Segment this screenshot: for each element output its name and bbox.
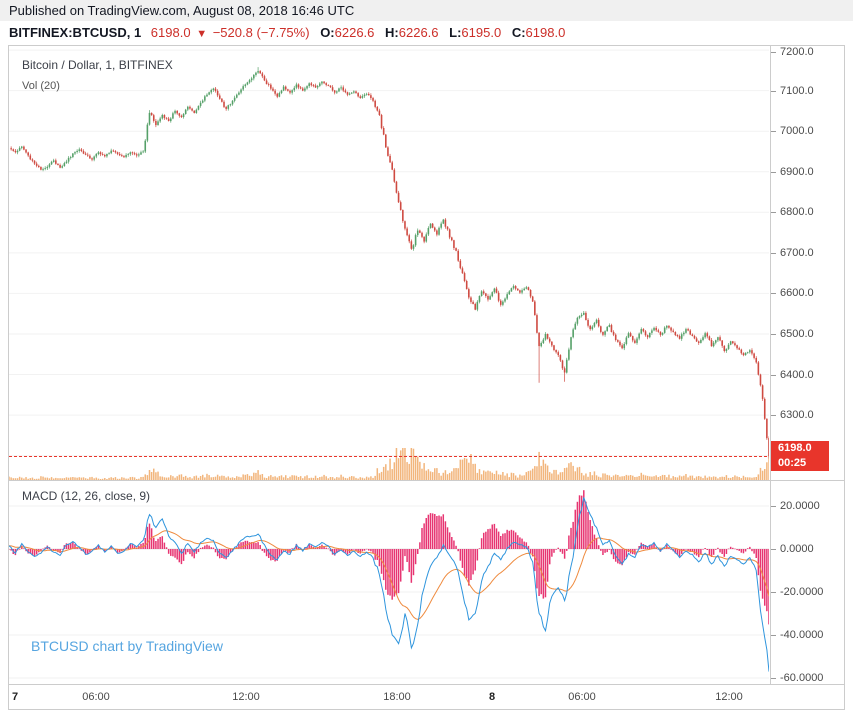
price-axis-label: 7200.0: [771, 46, 814, 58]
price-axis-label: 6600.0: [771, 287, 814, 299]
chart-frame: Bitcoin / Dollar, 1, BITFINEX Vol (20) M…: [8, 45, 845, 710]
close-label: C:: [511, 25, 526, 40]
price-axis-label: 6400.0: [771, 369, 814, 381]
last-price-tag: 6198.0 00:25: [771, 441, 829, 471]
open-label: O:: [320, 25, 335, 40]
symbol-bar: BITFINEX:BTCUSD, 1 6198.0 ▼ −520.8 (−7.7…: [0, 21, 853, 45]
macd-axis-label: -60.0000: [771, 672, 823, 684]
symbol-name: BITFINEX:BTCUSD, 1: [9, 25, 142, 40]
high-value: 6226.6: [398, 25, 439, 40]
low-value: 6195.0: [461, 25, 502, 40]
high-label: H:: [385, 25, 399, 40]
price-axis-label: 6700.0: [771, 247, 814, 259]
macd-axis-label: -40.0000: [771, 629, 823, 641]
main-legend-title: Bitcoin / Dollar, 1, BITFINEX: [22, 58, 173, 72]
price-axis-label: 7000.0: [771, 125, 814, 137]
main-price-pane[interactable]: Bitcoin / Dollar, 1, BITFINEX Vol (20): [9, 46, 769, 480]
low-label: L:: [449, 25, 462, 40]
last-price-tag-value: 6198.0: [771, 441, 829, 456]
down-arrow-icon: ▼: [196, 28, 208, 40]
close-value: 6198.0: [525, 25, 566, 40]
price-axis-label: 6300.0: [771, 409, 814, 421]
tradingview-watermark-link[interactable]: BTCUSD chart by TradingView: [31, 638, 223, 654]
main-chart-svg[interactable]: [9, 46, 769, 480]
price-axis-label: 7100.0: [771, 85, 814, 97]
price-axis-label: 6900.0: [771, 166, 814, 178]
bar-countdown: 00:25: [771, 456, 829, 471]
volume-legend: Vol (20): [22, 80, 60, 92]
time-axis-label: 8: [489, 691, 496, 703]
open-value: 6226.6: [334, 25, 375, 40]
macd-axis-label: 0.0000: [771, 543, 814, 555]
macd-pane[interactable]: MACD (12, 26, close, 9) BTCUSD chart by …: [9, 481, 769, 684]
last-price: 6198.0: [150, 25, 191, 40]
time-axis-label: 7: [12, 691, 19, 703]
price-axis[interactable]: 7200.0 7100.0 7000.0 6900.0 6800.0 6700.…: [770, 46, 844, 685]
macd-legend: MACD (12, 26, close, 9): [22, 489, 151, 503]
price-change: −520.8 (−7.75%): [212, 25, 310, 40]
published-bar: Published on TradingView.com, August 08,…: [0, 0, 853, 21]
macd-axis-label: 20.0000: [771, 500, 820, 512]
macd-axis-label: -20.0000: [771, 586, 823, 598]
pane-divider[interactable]: [9, 480, 844, 481]
time-axis-label: 12:00: [232, 691, 260, 703]
time-axis-label: 12:00: [715, 691, 743, 703]
time-axis[interactable]: 7 06:00 12:00 18:00 8 06:00 12:00: [9, 684, 844, 709]
time-axis-label: 18:00: [383, 691, 411, 703]
time-axis-label: 06:00: [568, 691, 596, 703]
main-pane-legend: Bitcoin / Dollar, 1, BITFINEX Vol (20): [22, 58, 173, 92]
published-text: Published on TradingView.com, August 08,…: [9, 3, 355, 18]
macd-chart-svg[interactable]: [9, 481, 769, 684]
price-axis-label: 6500.0: [771, 328, 814, 340]
time-axis-label: 06:00: [82, 691, 110, 703]
price-axis-label: 6800.0: [771, 206, 814, 218]
